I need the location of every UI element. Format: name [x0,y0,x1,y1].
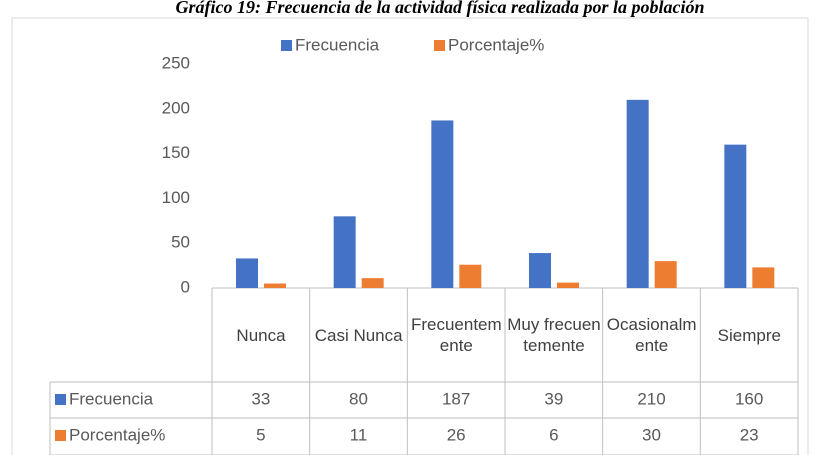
table-value: 30 [642,425,661,444]
legend-swatch [434,40,445,51]
table-value: 11 [350,425,368,444]
table-value: 26 [447,425,466,444]
table-value: 39 [544,389,563,408]
table-swatch [55,430,66,441]
table-row-label: Frecuencia [69,389,154,408]
chart-title: Gráfico 19: Frecuencia de la actividad f… [176,0,705,17]
bar [626,99,649,288]
table-value: 210 [637,389,665,408]
table-row-label: Porcentaje% [69,425,165,444]
y-tick-label: 0 [181,277,190,296]
x-tick-label: Siempre [717,325,781,345]
table-value: 6 [549,425,558,444]
bar [236,258,258,288]
bar [264,283,286,288]
y-tick-label: 150 [162,143,190,162]
bar [333,216,356,288]
table-value: 160 [735,389,763,408]
y-tick-label: 100 [162,188,190,207]
x-tick-label: Frecuentemente [410,315,502,355]
legend-label: Frecuencia [295,35,380,54]
bar [724,144,747,288]
bar [654,261,677,288]
bar [752,267,775,288]
table-value: 80 [349,389,368,408]
legend-label: Porcentaje% [448,35,544,54]
table-value: 23 [740,425,759,444]
x-tick-label: Casi Nunca [314,325,403,345]
chart-border [11,17,809,455]
bar [361,278,384,288]
table-value: 33 [251,389,270,408]
y-tick-label: 250 [162,53,190,72]
bar [431,120,454,288]
y-tick-label: 200 [162,98,190,117]
bar [459,264,482,288]
bar [529,253,551,288]
y-tick-label: 50 [171,233,190,252]
x-tick-label: Nunca [236,325,286,345]
legend-swatch [281,40,292,51]
table-value: 187 [442,389,470,408]
table-value: 5 [256,425,265,444]
x-tick-label: Ocasionalmente [606,315,697,355]
table-swatch [55,394,66,405]
x-tick-label: Muy frecuentemente [507,315,601,355]
bar [557,282,579,288]
